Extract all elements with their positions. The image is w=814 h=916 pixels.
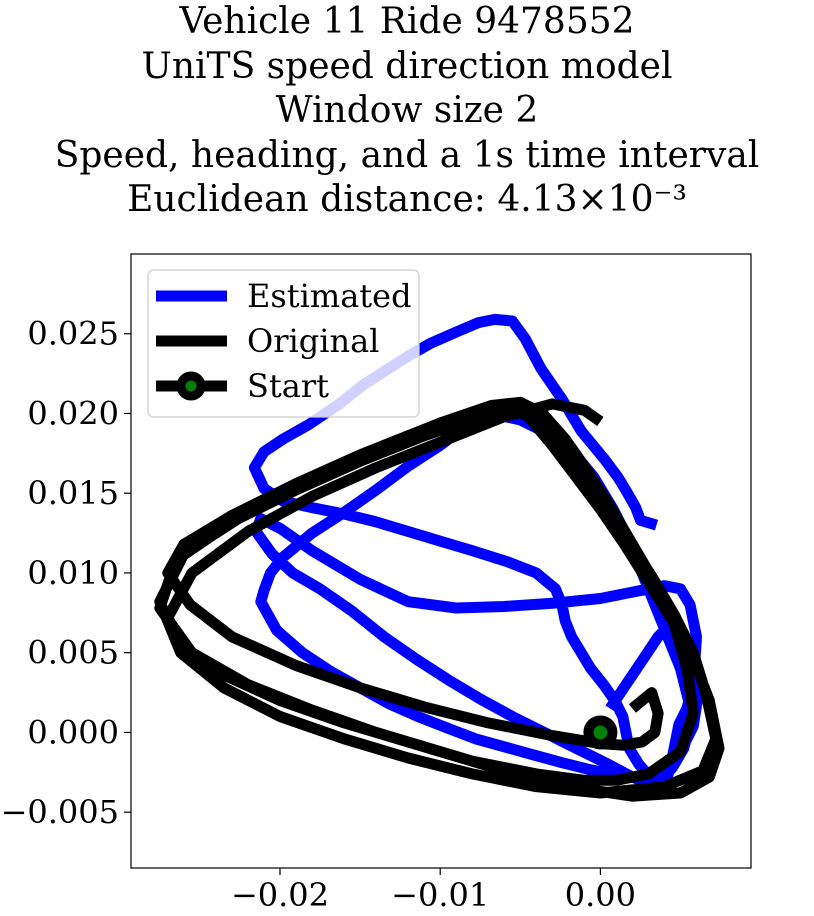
legend-marker-start (176, 371, 206, 401)
y-tick-label: 0.025 (27, 315, 119, 353)
x-tick-label: −0.02 (231, 876, 329, 914)
y-tick-label: 0.010 (27, 554, 119, 592)
title-line-1: Vehicle 11 Ride 9478552 (179, 1, 635, 42)
y-tick-label: −0.005 (1, 793, 119, 831)
plot-frame (130, 253, 752, 869)
x-tick-label: −0.01 (391, 876, 489, 914)
y-tick-label: 0.020 (27, 394, 119, 432)
start-marker (583, 715, 618, 750)
title-line-5: Euclidean distance: 4.13×10⁻³ (127, 179, 687, 220)
legend-label-start: Start (247, 367, 329, 405)
axis-ticks: −0.02 −0.01 0.00 −0.005 0.000 0.005 0.010 0.015… (1, 315, 636, 914)
title-line-4: Speed, heading, and a 1s time interval (54, 134, 760, 176)
title-line-3: Window size 2 (275, 90, 539, 131)
y-tick-label: 0.015 (27, 474, 119, 512)
y-tick-label: 0.005 (27, 634, 119, 672)
series-layer (154, 313, 725, 802)
chart-title: Vehicle 11 Ride 9478552 UniTS speed dire… (0, 0, 814, 223)
title-line-2: UniTS speed direction model (141, 45, 673, 87)
y-tick-label: 0.000 (27, 713, 119, 751)
legend-label-original: Original (247, 322, 379, 360)
legend-label-estimated: Estimated (247, 277, 412, 315)
legend-box (147, 269, 420, 418)
x-tick-label: 0.00 (565, 876, 636, 914)
legend: Estimated Original Start (147, 269, 420, 418)
series-line-original (154, 396, 725, 802)
